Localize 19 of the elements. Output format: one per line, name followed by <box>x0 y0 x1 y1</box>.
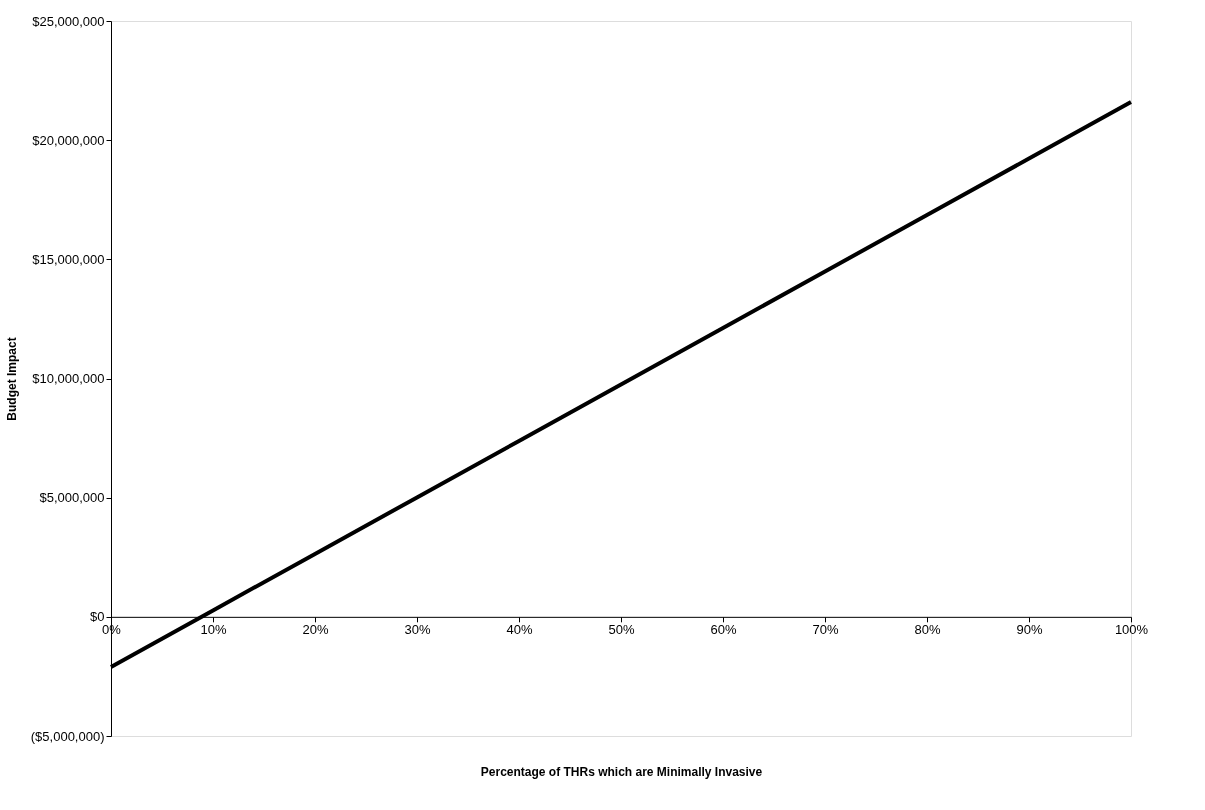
x-tick-label: 40% <box>506 622 533 638</box>
x-tick-label: 20% <box>302 622 329 638</box>
x-tick-label: 50% <box>608 622 635 638</box>
x-tick-label: 30% <box>404 622 431 638</box>
y-tick-label: $25,000,000 <box>32 13 105 29</box>
x-tick-label: 100% <box>1114 622 1149 638</box>
y-tick-label: $5,000,000 <box>39 490 105 506</box>
x-tick-label: 10% <box>200 622 227 638</box>
x-tick-label: 70% <box>812 622 839 638</box>
y-tick-label: $0 <box>90 609 105 625</box>
y-tick-label: $15,000,000 <box>32 251 105 267</box>
y-tick-label: $20,000,000 <box>32 132 105 148</box>
y-axis-title: Budget Impact <box>4 337 19 421</box>
x-tick-label: 60% <box>710 622 737 638</box>
x-tick-label: 90% <box>1016 622 1043 638</box>
x-tick-label: 80% <box>914 622 941 638</box>
y-tick-label: ($5,000,000) <box>30 728 105 744</box>
x-axis-title: Percentage of THRs which are Minimally Invasive <box>480 764 763 779</box>
y-tick-label: $10,000,000 <box>32 371 105 386</box>
